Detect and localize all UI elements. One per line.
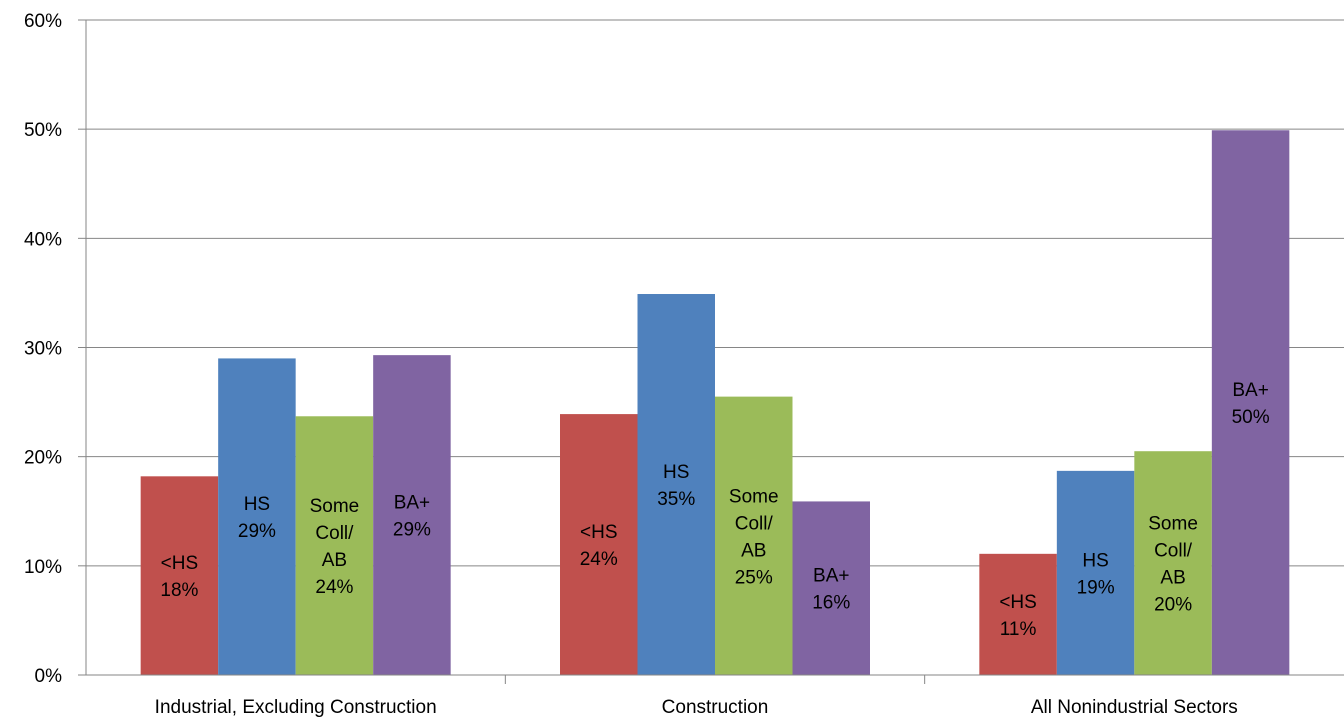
bar-hs [1056,470,1135,675]
x-category-label: All Nonindustrial Sectors [1031,697,1238,718]
bar-data-label: BA+ 29% [393,493,431,541]
bar-data-label: BA+ 50% [1232,380,1270,428]
y-tick-label: 30% [24,339,62,360]
bar-data-label: <HS 11% [999,592,1037,640]
y-tick-label: 10% [24,557,62,578]
y-tick-label: 40% [24,229,62,250]
y-tick-label: 60% [24,11,62,32]
bar-data-label: Some Coll/AB 20% [1148,514,1198,616]
x-category-label: Industrial, Excluding Construction [155,697,437,718]
bar-somecoll [295,416,374,675]
bar-ba [1211,130,1290,676]
bar-data-label: Some Coll/AB 25% [729,486,779,588]
bar-ba [373,355,451,675]
bar-somecoll [715,396,793,675]
bars [140,130,1290,676]
bar-data-label: <HS 24% [580,522,618,570]
bar-data-labels: <HS 18% HS 29% Some Coll/AB 24% BA+ 29% <HS 24% HS 3… [160,380,1269,640]
bar-data-label: BA+ 16% [812,566,850,614]
bar-data-label: <HS 18% [160,553,198,601]
bar-hs [637,294,715,675]
bar-data-label: Some Coll/AB 24% [310,496,360,598]
bar-ba [792,501,870,675]
bar-lths [560,414,638,675]
bar-lths [979,553,1057,675]
x-category-label: Construction [662,697,769,718]
y-axis-ticks: 0% 10% 20% 30% 40% 50% 60% [24,11,926,687]
bar-hs [218,358,296,675]
bar-data-label: HS 19% [1077,550,1115,598]
y-tick-label: 0% [35,666,63,687]
bar-lths [140,476,219,675]
y-tick-label: 20% [24,448,62,469]
y-tick-label: 50% [24,120,62,141]
bar-somecoll [1134,451,1212,675]
x-axis-categories: Industrial, Excluding Construction Constr… [155,697,1238,718]
bar-data-label: HS 35% [657,462,695,510]
bar-data-label: HS 29% [238,494,276,542]
